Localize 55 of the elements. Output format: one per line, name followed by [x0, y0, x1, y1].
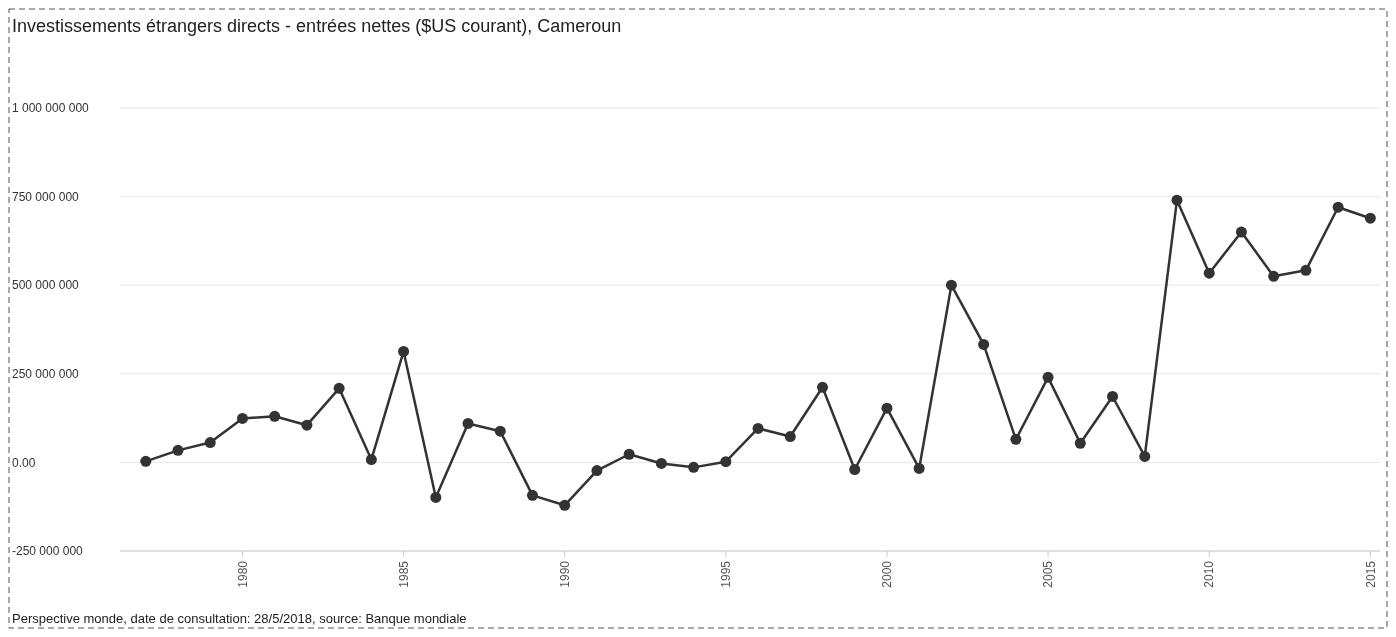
- y-tick-label: 750 000 000: [12, 189, 80, 204]
- point: [623, 448, 635, 460]
- point: [784, 431, 796, 443]
- text: Perspective monde, date de consultation: 28/5/2018, source: Banque mondiale: [12, 611, 467, 626]
- point: [752, 422, 764, 434]
- point: [172, 444, 184, 456]
- x-tick-label: 1990: [557, 560, 572, 588]
- point: [269, 410, 281, 422]
- point: [978, 338, 990, 350]
- point: [1332, 201, 1344, 213]
- y-tick-label: 0.00: [12, 455, 36, 470]
- y-tick-label: 1 000 000 000: [12, 101, 90, 116]
- point: [236, 412, 248, 424]
- point: [849, 463, 861, 475]
- point: [140, 455, 152, 467]
- point: [1364, 212, 1376, 224]
- point: [204, 437, 216, 449]
- point: [720, 456, 732, 468]
- x-tick-label: 1995: [719, 560, 734, 588]
- point: [913, 462, 925, 474]
- point: [333, 382, 345, 394]
- point: [301, 419, 313, 431]
- point: [1010, 433, 1022, 445]
- point: [365, 454, 377, 466]
- point: [1107, 390, 1119, 402]
- x-tick-label: 1980: [235, 560, 250, 588]
- y-tick-label: 250 000 000: [12, 367, 80, 381]
- point: [655, 457, 667, 469]
- point: [526, 489, 538, 501]
- point: [1235, 226, 1247, 238]
- x-tick-label: 2010: [1202, 560, 1217, 588]
- x-tick-label: 2015: [1363, 560, 1378, 588]
- point: [688, 461, 700, 473]
- point: [559, 499, 571, 511]
- point: [1139, 450, 1151, 462]
- point: [1300, 264, 1312, 276]
- point: [817, 381, 829, 393]
- point: [1203, 267, 1215, 279]
- point: [1171, 194, 1183, 206]
- x-tick-label: 2000: [880, 560, 895, 588]
- chart-title: Investissements étrangers directs - entrées nettes ($US courant), Cameroun: [12, 16, 622, 36]
- point: [462, 417, 474, 429]
- x-tick-label: 1985: [396, 560, 411, 588]
- point: [945, 279, 957, 291]
- point: [494, 425, 506, 437]
- point: [430, 491, 442, 503]
- point: [1042, 371, 1054, 383]
- point: [591, 465, 603, 477]
- point: [881, 402, 893, 414]
- x-tick-label: 2005: [1041, 560, 1056, 588]
- y-tick-label: -250 000 000: [12, 544, 84, 559]
- y-tick-label: 500 000 000: [12, 278, 80, 293]
- point: [1268, 270, 1280, 282]
- point: [398, 345, 410, 357]
- point: [1074, 437, 1086, 449]
